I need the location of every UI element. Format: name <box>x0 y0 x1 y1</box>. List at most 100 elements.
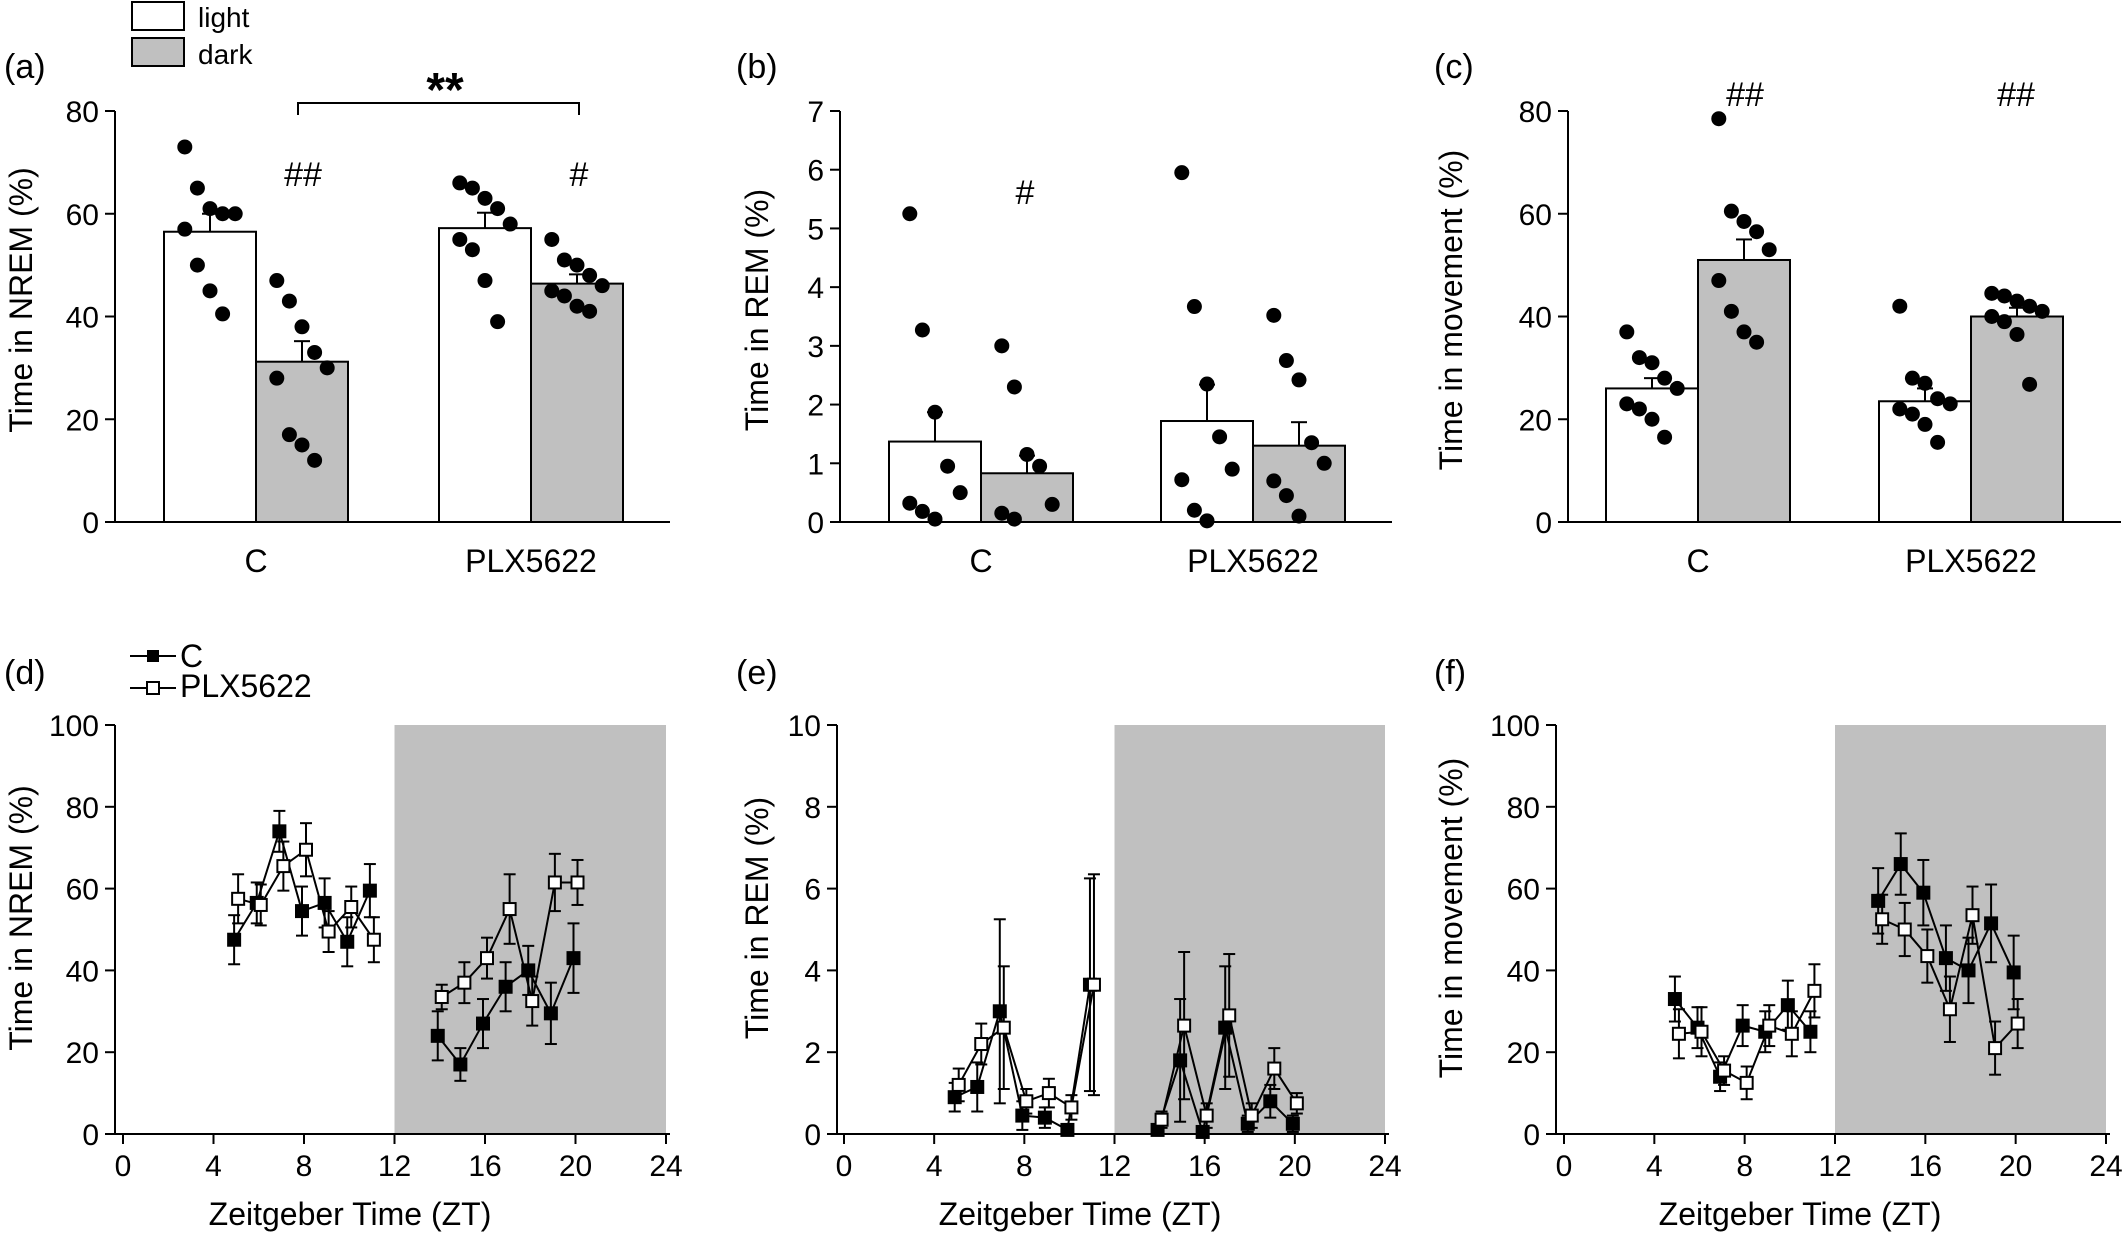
panel-b-ytick-label: 5 <box>807 213 824 246</box>
panel-c-data-point <box>1736 324 1752 340</box>
panel-c-data-point <box>1711 111 1727 127</box>
panel-a-mark-plx: # <box>570 156 589 194</box>
panel-a-data-point <box>215 206 231 222</box>
panel-d-xtick-label: 8 <box>296 1150 313 1183</box>
panel-b: (b) Time in REM (%) 0 1 2 3 4 5 6 7 C PLX5622 # <box>736 48 1392 579</box>
panel-c-data-point <box>1657 429 1673 445</box>
panel-a-data-point <box>569 257 585 273</box>
panel-b-data-point <box>952 485 968 501</box>
panel-f-ytick-label: 0 <box>1523 1119 1540 1152</box>
panel-c-data-point <box>1711 273 1727 289</box>
panel-e-marker-PLX5622 <box>1199 1108 1214 1123</box>
panel-b-xtick-plx: PLX5622 <box>1187 543 1319 579</box>
panel-c-data-point <box>1942 396 1958 412</box>
panel-f-xtick-label: 24 <box>2089 1150 2122 1183</box>
panel-d-marker-PLX5622 <box>502 902 517 917</box>
panel-a-data-point <box>544 283 560 299</box>
panel-c-data-point <box>1644 355 1660 371</box>
panel-f-marker-C <box>1916 885 1931 900</box>
panel-b-data-point <box>1174 165 1190 181</box>
panel-e-xlabel: Zeitgeber Time (ZT) <box>939 1196 1222 1232</box>
panel-d-marker-PLX5622 <box>570 875 585 890</box>
panel-d-marker-PLX5622 <box>231 891 246 906</box>
legend-dark-swatch <box>131 37 185 67</box>
panel-d-ytick-label: 60 <box>66 874 99 907</box>
panel-f-ylabel: Time in movement (%) <box>1433 758 1469 1079</box>
panel-f-marker-C <box>1803 1024 1818 1039</box>
panel-e-marker-C <box>1037 1110 1052 1125</box>
panel-c-data-point <box>1644 411 1660 427</box>
panel-b-data-point <box>1186 299 1202 315</box>
panel-e-marker-C <box>970 1079 985 1094</box>
panel-c-bar-dark <box>1697 258 1791 523</box>
panel-d-marker-PLX5622 <box>457 975 472 990</box>
panel-a-data-point <box>556 288 572 304</box>
panel-e-marker-PLX5622 <box>1267 1061 1282 1076</box>
panel-f-ytick-label: 100 <box>1490 710 1540 743</box>
panel-c-data-point <box>1984 285 2000 301</box>
panel-b-data-point <box>994 338 1010 354</box>
panel-f-xlabel: Zeitgeber Time (ZT) <box>1659 1196 1942 1232</box>
panel-c: (c) Time in movement (%) 0 20 40 60 80 C PLX… <box>1433 48 2121 579</box>
panel-e-xtick-label: 24 <box>1368 1150 1401 1183</box>
panel-f-marker-PLX5622 <box>1965 908 1980 923</box>
panel-f-label: (f) <box>1434 654 1466 692</box>
panel-d-marker-PLX5622 <box>525 994 540 1009</box>
panel-d-marker-C <box>498 979 513 994</box>
panel-b-ytick-label: 6 <box>807 155 824 188</box>
legend-light-swatch <box>131 1 185 31</box>
panel-c-data-point <box>1723 303 1739 319</box>
panel-b-ytick-label: 0 <box>807 507 824 540</box>
panel-b-ytick-label: 3 <box>807 331 824 364</box>
panel-c-bar-light <box>1605 387 1699 523</box>
panel-b-ytick-label: 4 <box>807 272 824 305</box>
panel-b-data-point <box>1044 496 1060 512</box>
panel-c-bar-dark <box>1970 315 2064 523</box>
panel-b-data-point <box>1304 435 1320 451</box>
panel-a-data-point <box>307 344 323 360</box>
panel-c-data-point <box>2022 376 2038 392</box>
panel-a-data-point <box>227 206 243 222</box>
panel-a-data-point <box>215 306 231 322</box>
panel-e-xtick-label: 20 <box>1278 1150 1311 1183</box>
panel-a-data-point <box>569 298 585 314</box>
panel-f-marker-C <box>1735 1018 1750 1033</box>
panel-a-data-point <box>269 370 285 386</box>
panel-d-xtick-label: 0 <box>115 1150 132 1183</box>
panel-e-xtick-label: 16 <box>1188 1150 1221 1183</box>
panel-a-data-point <box>490 314 506 330</box>
panel-c-data-point <box>1904 370 1920 386</box>
panel-c-data-point <box>2034 303 2050 319</box>
panel-d-ytick-label: 80 <box>66 792 99 825</box>
panel-e-ytick-label: 8 <box>804 792 821 825</box>
panel-f-marker-PLX5622 <box>1762 1018 1777 1033</box>
panel-a-ytick-label: 0 <box>82 507 99 540</box>
panel-a-data-point <box>594 278 610 294</box>
panel-d-xtick-label: 20 <box>559 1150 592 1183</box>
panel-f-marker-C <box>2006 965 2021 980</box>
panel-a-data-point <box>307 452 323 468</box>
panel-a-data-point <box>281 293 297 309</box>
panel-c-data-point <box>1619 396 1635 412</box>
panel-c-data-point <box>1892 298 1908 314</box>
panel-f-marker-PLX5622 <box>2010 1016 2025 1031</box>
panel-b-data-point <box>1266 473 1282 489</box>
panel-e-marker-PLX5622 <box>1177 1018 1192 1033</box>
panel-a-data-point <box>294 319 310 335</box>
panel-a-data-point <box>269 273 285 289</box>
panel-c-data-point <box>1669 380 1685 396</box>
panel-c-data-point <box>2009 293 2025 309</box>
panel-c-data-point <box>1917 375 1933 391</box>
panel-e: (e) Time in REM (%) Zeitgeber Time (ZT) … <box>736 654 1402 1232</box>
panel-b-ytick-label: 2 <box>807 390 824 423</box>
panel-b-data-point <box>994 505 1010 521</box>
panel-d-marker-PLX5622 <box>344 900 359 915</box>
panel-a-ytick-label: 60 <box>66 199 99 232</box>
panel-d-xtick-label: 16 <box>468 1150 501 1183</box>
panel-a-significance-bracket <box>297 102 580 115</box>
panel-a-data-point <box>477 190 493 206</box>
panel-b-data-point <box>927 511 943 527</box>
panel-a-bar-light <box>163 230 257 523</box>
panel-b-data-point <box>1266 307 1282 323</box>
